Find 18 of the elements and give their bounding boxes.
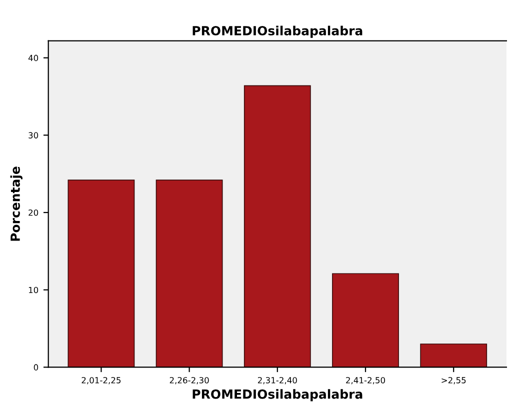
y-tick-label: 0 [34, 364, 38, 370]
bar [244, 85, 311, 368]
y-tick-label: 40 [28, 54, 38, 62]
y-tick-label: 20 [28, 209, 38, 216]
x-tick-label: 2,01-2,25 [82, 377, 121, 384]
chart-title: PROMEDIOsilabapalabra [192, 26, 362, 38]
y-tick-label: 10 [28, 286, 38, 294]
x-tick-label: 2,41-2,50 [346, 377, 386, 384]
x-tick-label: 2,31-2,40 [258, 377, 297, 384]
bar [68, 180, 135, 368]
bar [332, 273, 399, 368]
x-tick-label: >2,55 [442, 377, 466, 384]
x-axis-title: PROMEDIOsilabapalabra [192, 389, 362, 402]
bar [420, 344, 488, 368]
y-tick-label: 30 [28, 132, 38, 138]
y-axis-title: Porcentaje [10, 166, 22, 241]
bar [156, 180, 223, 368]
x-tick-label: 2,26-2,30 [170, 377, 209, 384]
